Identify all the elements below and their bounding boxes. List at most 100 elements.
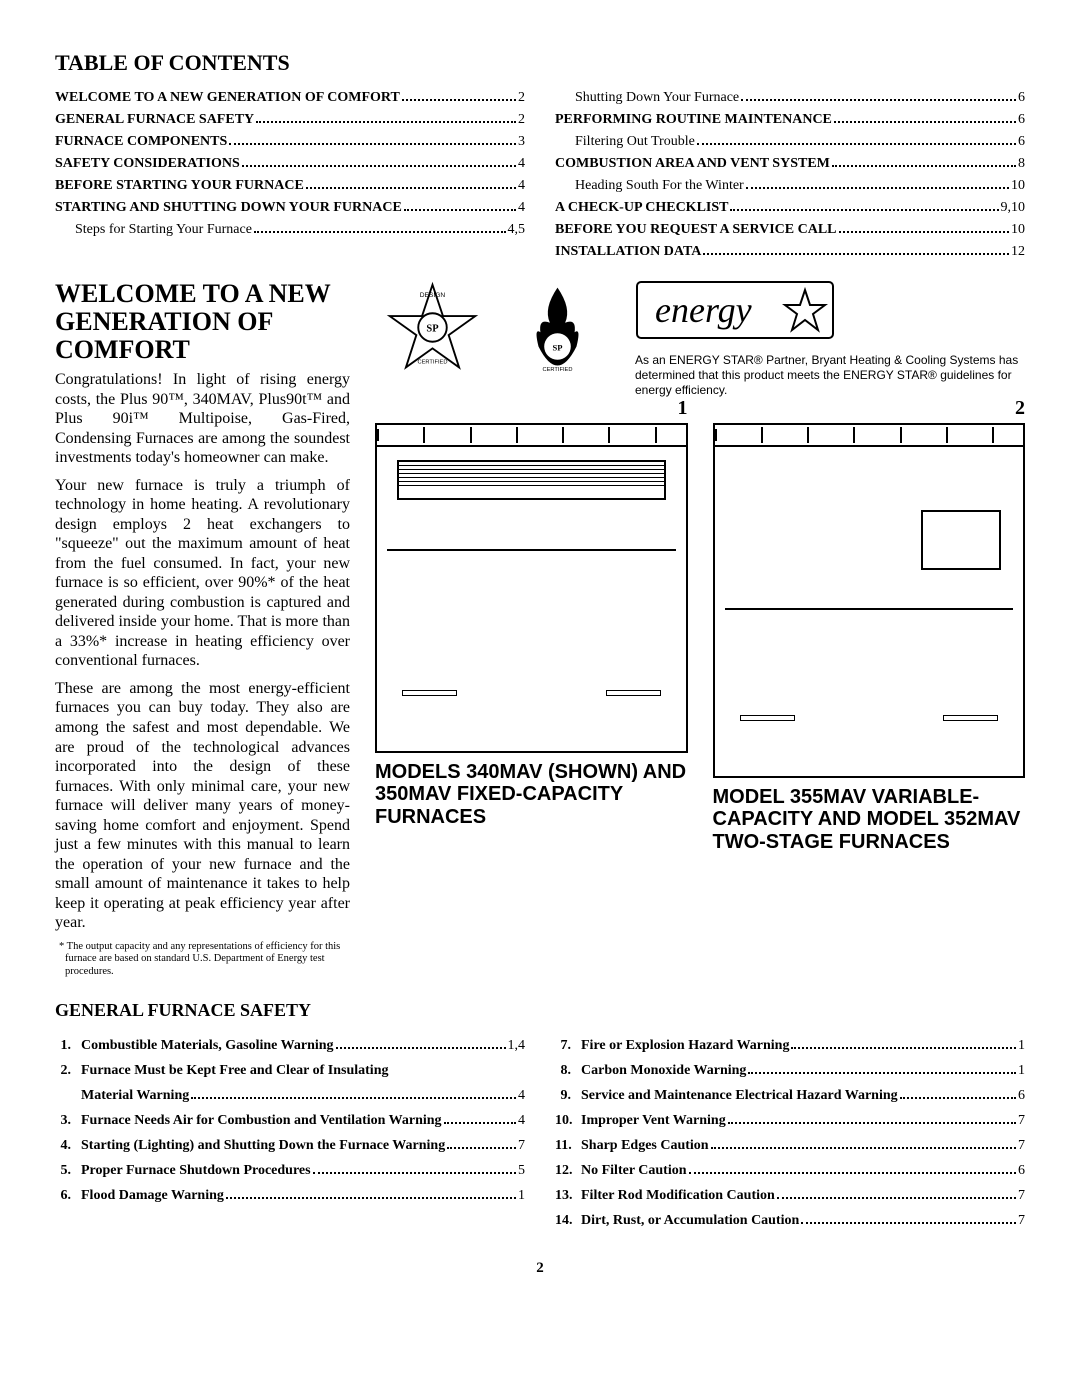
safety-page: 7 [1018,1113,1025,1129]
toc-label: BEFORE STARTING YOUR FURNACE [55,178,304,194]
safety-number: 6. [55,1188,81,1204]
toc-label: COMBUSTION AREA AND VENT SYSTEM [555,156,830,172]
safety-label: Service and Maintenance Electrical Hazar… [581,1088,898,1104]
toc-dots [834,121,1016,123]
safety-label: Fire or Explosion Hazard Warning [581,1038,789,1054]
svg-text:energy: energy [655,290,752,330]
safety-entry-continuation: Material Warning4 [55,1088,525,1104]
paragraph-3: These are among the most energy-efficien… [55,679,350,933]
toc-dots [900,1097,1016,1099]
toc-entry: Filtering Out Trouble 6 [555,134,1025,150]
safety-page: 7 [1018,1188,1025,1204]
toc-dots [306,187,516,189]
toc-label: SAFETY CONSIDERATIONS [55,156,240,172]
safety-label: Furnace Needs Air for Combustion and Ven… [81,1113,442,1129]
safety-number: 14. [555,1213,581,1229]
page-number: 2 [55,1260,1025,1277]
figure-number-1: 1 [678,397,688,420]
safety-entry: 2.Furnace Must be Kept Free and Clear of… [55,1063,525,1079]
toc-label: Shutting Down Your Furnace [575,90,739,106]
flame-certified-badge: SP CERTIFIED [510,280,605,375]
toc-entry: GENERAL FURNACE SAFETY2 [55,112,525,128]
toc-entry: SAFETY CONSIDERATIONS4 [55,156,525,172]
toc-label: BEFORE YOU REQUEST A SERVICE CALL [555,222,837,238]
energy-star-text: As an ENERGY STAR® Partner, Bryant Heati… [635,353,1025,398]
toc-dots [839,231,1009,233]
safety-label: Filter Rod Modification Caution [581,1188,775,1204]
figure-number-2: 2 [1015,397,1025,420]
safety-page: 5 [518,1163,525,1179]
toc-label: INSTALLATION DATA [555,244,701,260]
toc-page: 2 [518,112,525,128]
safety-label: No Filter Caution [581,1163,687,1179]
safety-page: 7 [1018,1213,1025,1229]
safety-entry: 8.Carbon Monoxide Warning1 [555,1063,1025,1079]
toc-dots [730,209,998,211]
toc-page: 6 [1018,134,1025,150]
furnace-drawing-1 [375,423,688,753]
safety-number: 12. [555,1163,581,1179]
safety-entry: 4.Starting (Lighting) and Shutting Down … [55,1138,525,1154]
furnace-figure-2: 2 MODEL 355MAV VARIABLE-CAPACITY AND MOD… [713,423,1026,853]
toc-dots [313,1172,516,1174]
safety-entry: 5.Proper Furnace Shutdown Procedures5 [55,1163,525,1179]
toc-page: 9,10 [1001,200,1026,216]
toc-entry: COMBUSTION AREA AND VENT SYSTEM8 [555,156,1025,172]
design-certified-badge: DESIGN CERTIFIED SP [385,280,480,375]
toc-page: 4 [518,200,525,216]
toc-dots [746,187,1009,189]
toc-dots [832,165,1016,167]
toc-entry: INSTALLATION DATA 12 [555,244,1025,260]
svg-text:DESIGN: DESIGN [420,292,446,299]
furnace-drawing-2 [713,423,1026,778]
safety-page: 6 [1018,1163,1025,1179]
safety-entry: 10.Improper Vent Warning7 [555,1113,1025,1129]
svg-text:CERTIFIED: CERTIFIED [543,367,573,373]
paragraph-2: Your new furnace is truly a triumph of t… [55,476,350,671]
text-column: WELCOME TO A NEW GENERATION OF COMFORT C… [55,280,350,978]
toc-entry: BEFORE YOU REQUEST A SERVICE CALL10 [555,222,1025,238]
safety-entry: 7.Fire or Explosion Hazard Warning1 [555,1038,1025,1054]
svg-text:CERTIFIED: CERTIFIED [418,360,448,366]
toc-entry: Shutting Down Your Furnace 6 [555,90,1025,106]
safety-page: 4 [518,1113,525,1129]
svg-text:SP: SP [553,342,563,352]
toc-dots [191,1097,516,1099]
badge-row: DESIGN CERTIFIED SP SP CERTIFIED energy [375,280,1025,398]
main-content-row: WELCOME TO A NEW GENERATION OF COMFORT C… [55,280,1025,978]
safety-label: Combustible Materials, Gasoline Warning [81,1038,334,1054]
toc-left-column: WELCOME TO A NEW GENERATION OF COMFORT2G… [55,84,525,266]
safety-number: 10. [555,1113,581,1129]
safety-section: GENERAL FURNACE SAFETY 1.Combustible Mat… [55,1000,1025,1238]
toc-dots [703,253,1009,255]
energy-star-logo: energy [635,280,835,340]
safety-page: 1,4 [508,1038,526,1054]
safety-number: 3. [55,1113,81,1129]
toc-label: FURNACE COMPONENTS [55,134,227,150]
safety-entry: 9.Service and Maintenance Electrical Haz… [555,1088,1025,1104]
toc-page: 3 [518,134,525,150]
toc-label: PERFORMING ROUTINE MAINTENANCE [555,112,832,128]
toc-entry: Heading South For the Winter10 [555,178,1025,194]
toc-page: 12 [1011,244,1025,260]
safety-label: Starting (Lighting) and Shutting Down th… [81,1138,445,1154]
toc-dots [242,165,516,167]
safety-label: Proper Furnace Shutdown Procedures [81,1163,311,1179]
safety-entry: 6.Flood Damage Warning1 [55,1188,525,1204]
safety-number: 9. [555,1088,581,1104]
footnote: * The output capacity and any representa… [55,941,350,979]
toc-dots [791,1047,1016,1049]
safety-page: 7 [1018,1138,1025,1154]
toc-dots [748,1072,1016,1074]
safety-heading: GENERAL FURNACE SAFETY [55,1000,1025,1021]
toc-dots [447,1147,516,1149]
toc-page: 6 [1018,90,1025,106]
toc-label: Filtering Out Trouble [575,134,695,150]
toc-dots [777,1197,1016,1199]
figure-column: DESIGN CERTIFIED SP SP CERTIFIED energy [375,280,1025,978]
toc-dots [801,1222,1016,1224]
safety-label: Sharp Edges Caution [581,1138,709,1154]
toc-page: 4 [518,178,525,194]
safety-number: 4. [55,1138,81,1154]
toc-dots [254,231,506,233]
